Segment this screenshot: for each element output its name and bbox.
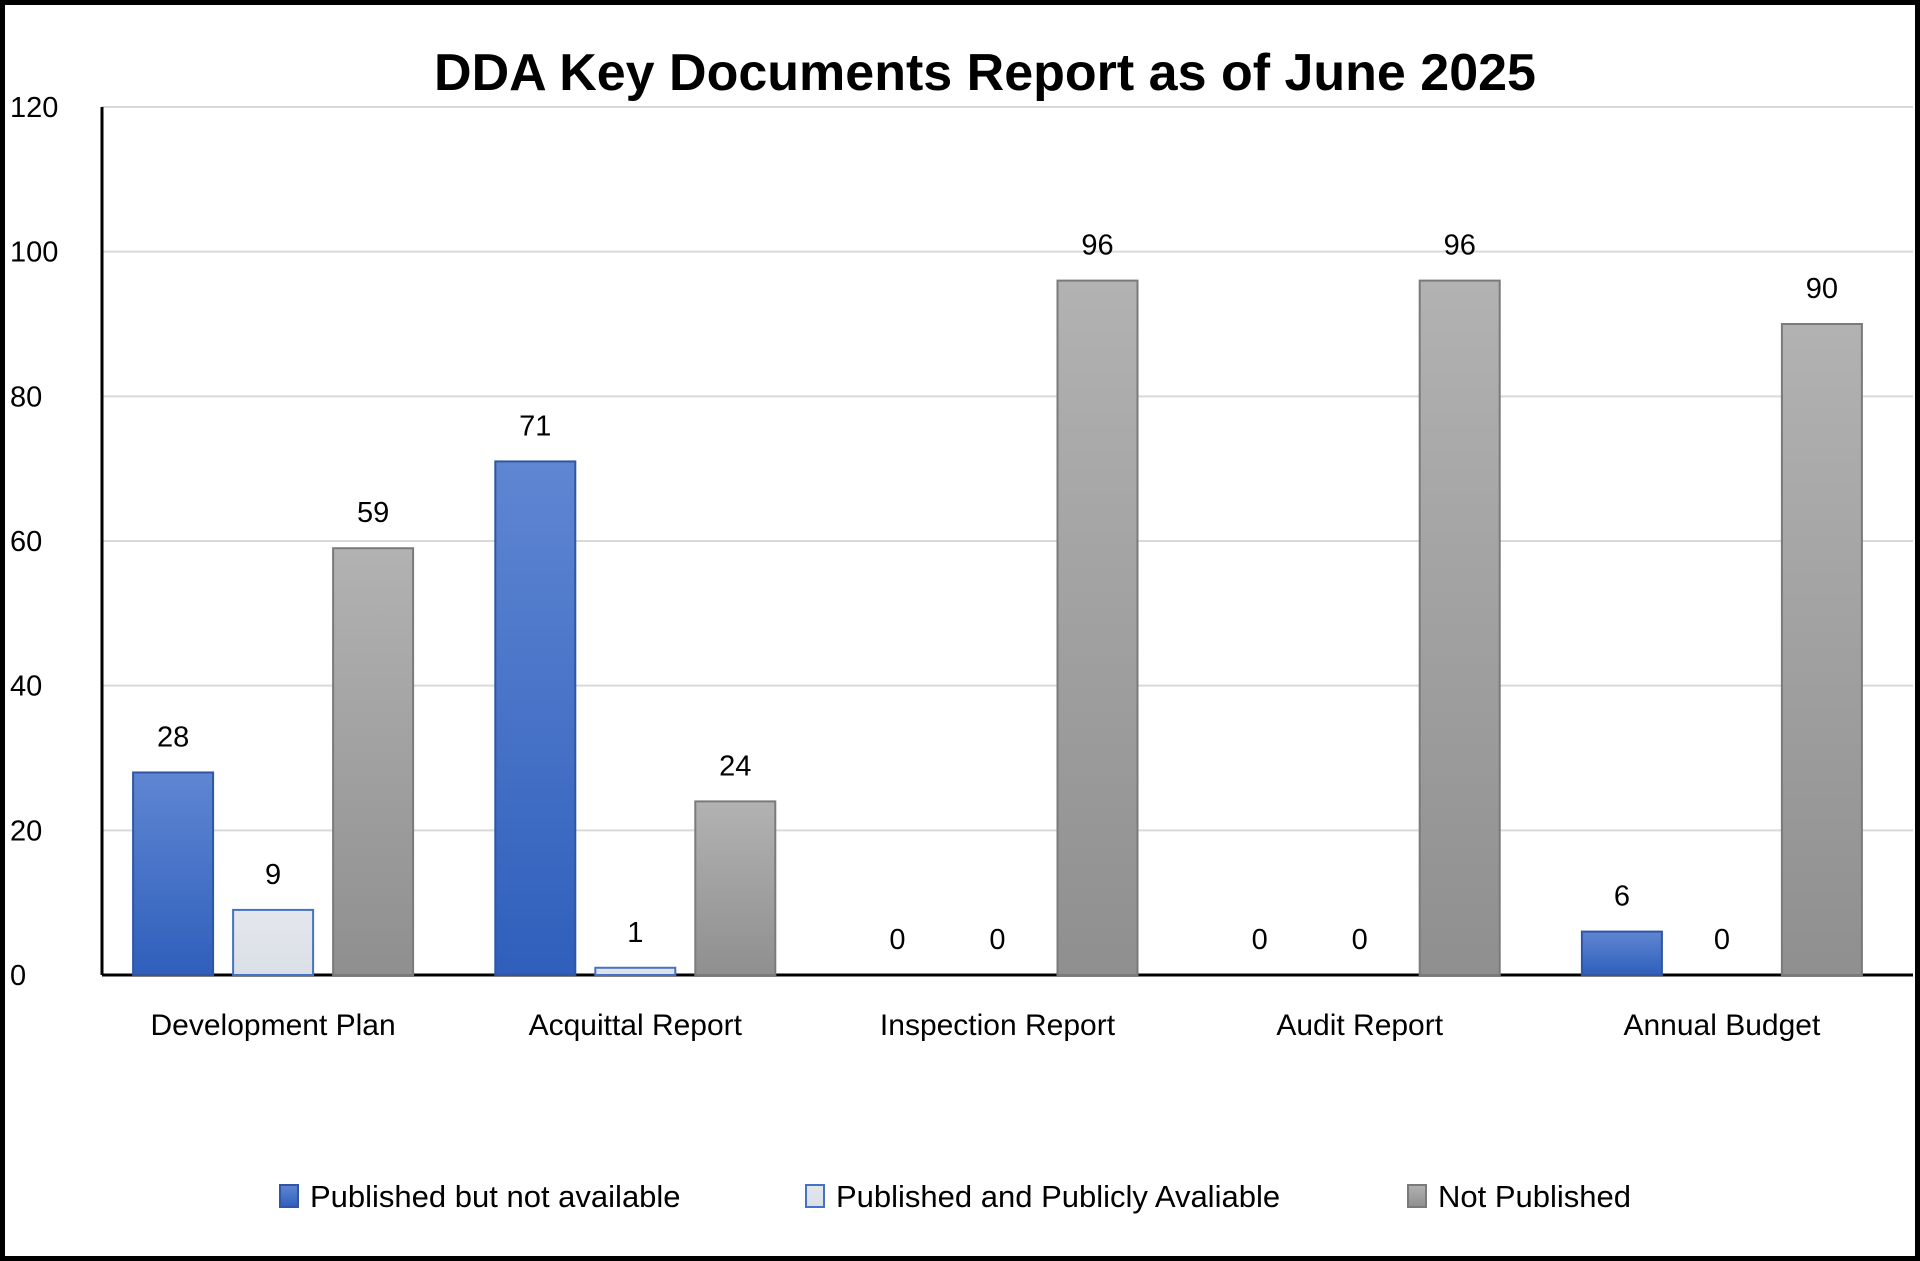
- bar-0-0: [132, 771, 215, 977]
- x-tick-label: Acquittal Report: [529, 1009, 743, 1042]
- legend-label: Published and Publicly Avaliable: [836, 1179, 1280, 1214]
- data-label: 0: [889, 924, 905, 956]
- y-tick-label: 120: [10, 92, 58, 124]
- data-label: 1: [627, 917, 643, 949]
- legend-label: Published but not available: [310, 1179, 681, 1214]
- y-tick-label: 80: [10, 381, 42, 413]
- bar-2-0: [332, 547, 415, 976]
- data-label: 24: [719, 750, 751, 782]
- legend-swatch: [279, 1184, 299, 1208]
- data-label: 0: [1714, 924, 1730, 956]
- data-label: 71: [519, 410, 551, 442]
- data-label: 9: [265, 859, 281, 891]
- legend-swatch: [805, 1184, 825, 1208]
- bar-2-3: [1418, 279, 1501, 977]
- x-tick-label: Inspection Report: [880, 1009, 1116, 1042]
- data-label: 0: [1252, 924, 1268, 956]
- bar-1-1: [594, 966, 677, 976]
- y-tick-label: 0: [10, 960, 26, 992]
- data-label: 0: [989, 924, 1005, 956]
- data-label: 90: [1806, 273, 1838, 305]
- y-tick-label: 100: [10, 237, 58, 269]
- y-tick-label: 20: [10, 815, 42, 847]
- bar-0-1: [494, 460, 577, 976]
- data-label: 28: [157, 721, 189, 753]
- data-label: 96: [1081, 230, 1113, 262]
- bar-2-1: [694, 800, 777, 977]
- bar-0-4: [1580, 930, 1663, 976]
- legend-label: Not Published: [1438, 1179, 1631, 1214]
- data-label: 6: [1614, 881, 1630, 913]
- x-tick-label: Audit Report: [1276, 1009, 1443, 1042]
- legend-swatch: [1407, 1184, 1427, 1208]
- data-label: 59: [357, 497, 389, 529]
- chart-title: DDA Key Documents Report as of June 2025: [434, 44, 1536, 102]
- data-label: 96: [1444, 230, 1476, 262]
- bar-2-4: [1780, 323, 1863, 976]
- data-label: 0: [1352, 924, 1368, 956]
- bar-2-2: [1056, 279, 1139, 977]
- y-tick-label: 60: [10, 526, 42, 558]
- x-tick-label: Development Plan: [151, 1009, 396, 1042]
- y-tick-label: 40: [10, 671, 42, 703]
- bar-1-0: [232, 908, 315, 977]
- x-tick-label: Annual Budget: [1623, 1009, 1820, 1042]
